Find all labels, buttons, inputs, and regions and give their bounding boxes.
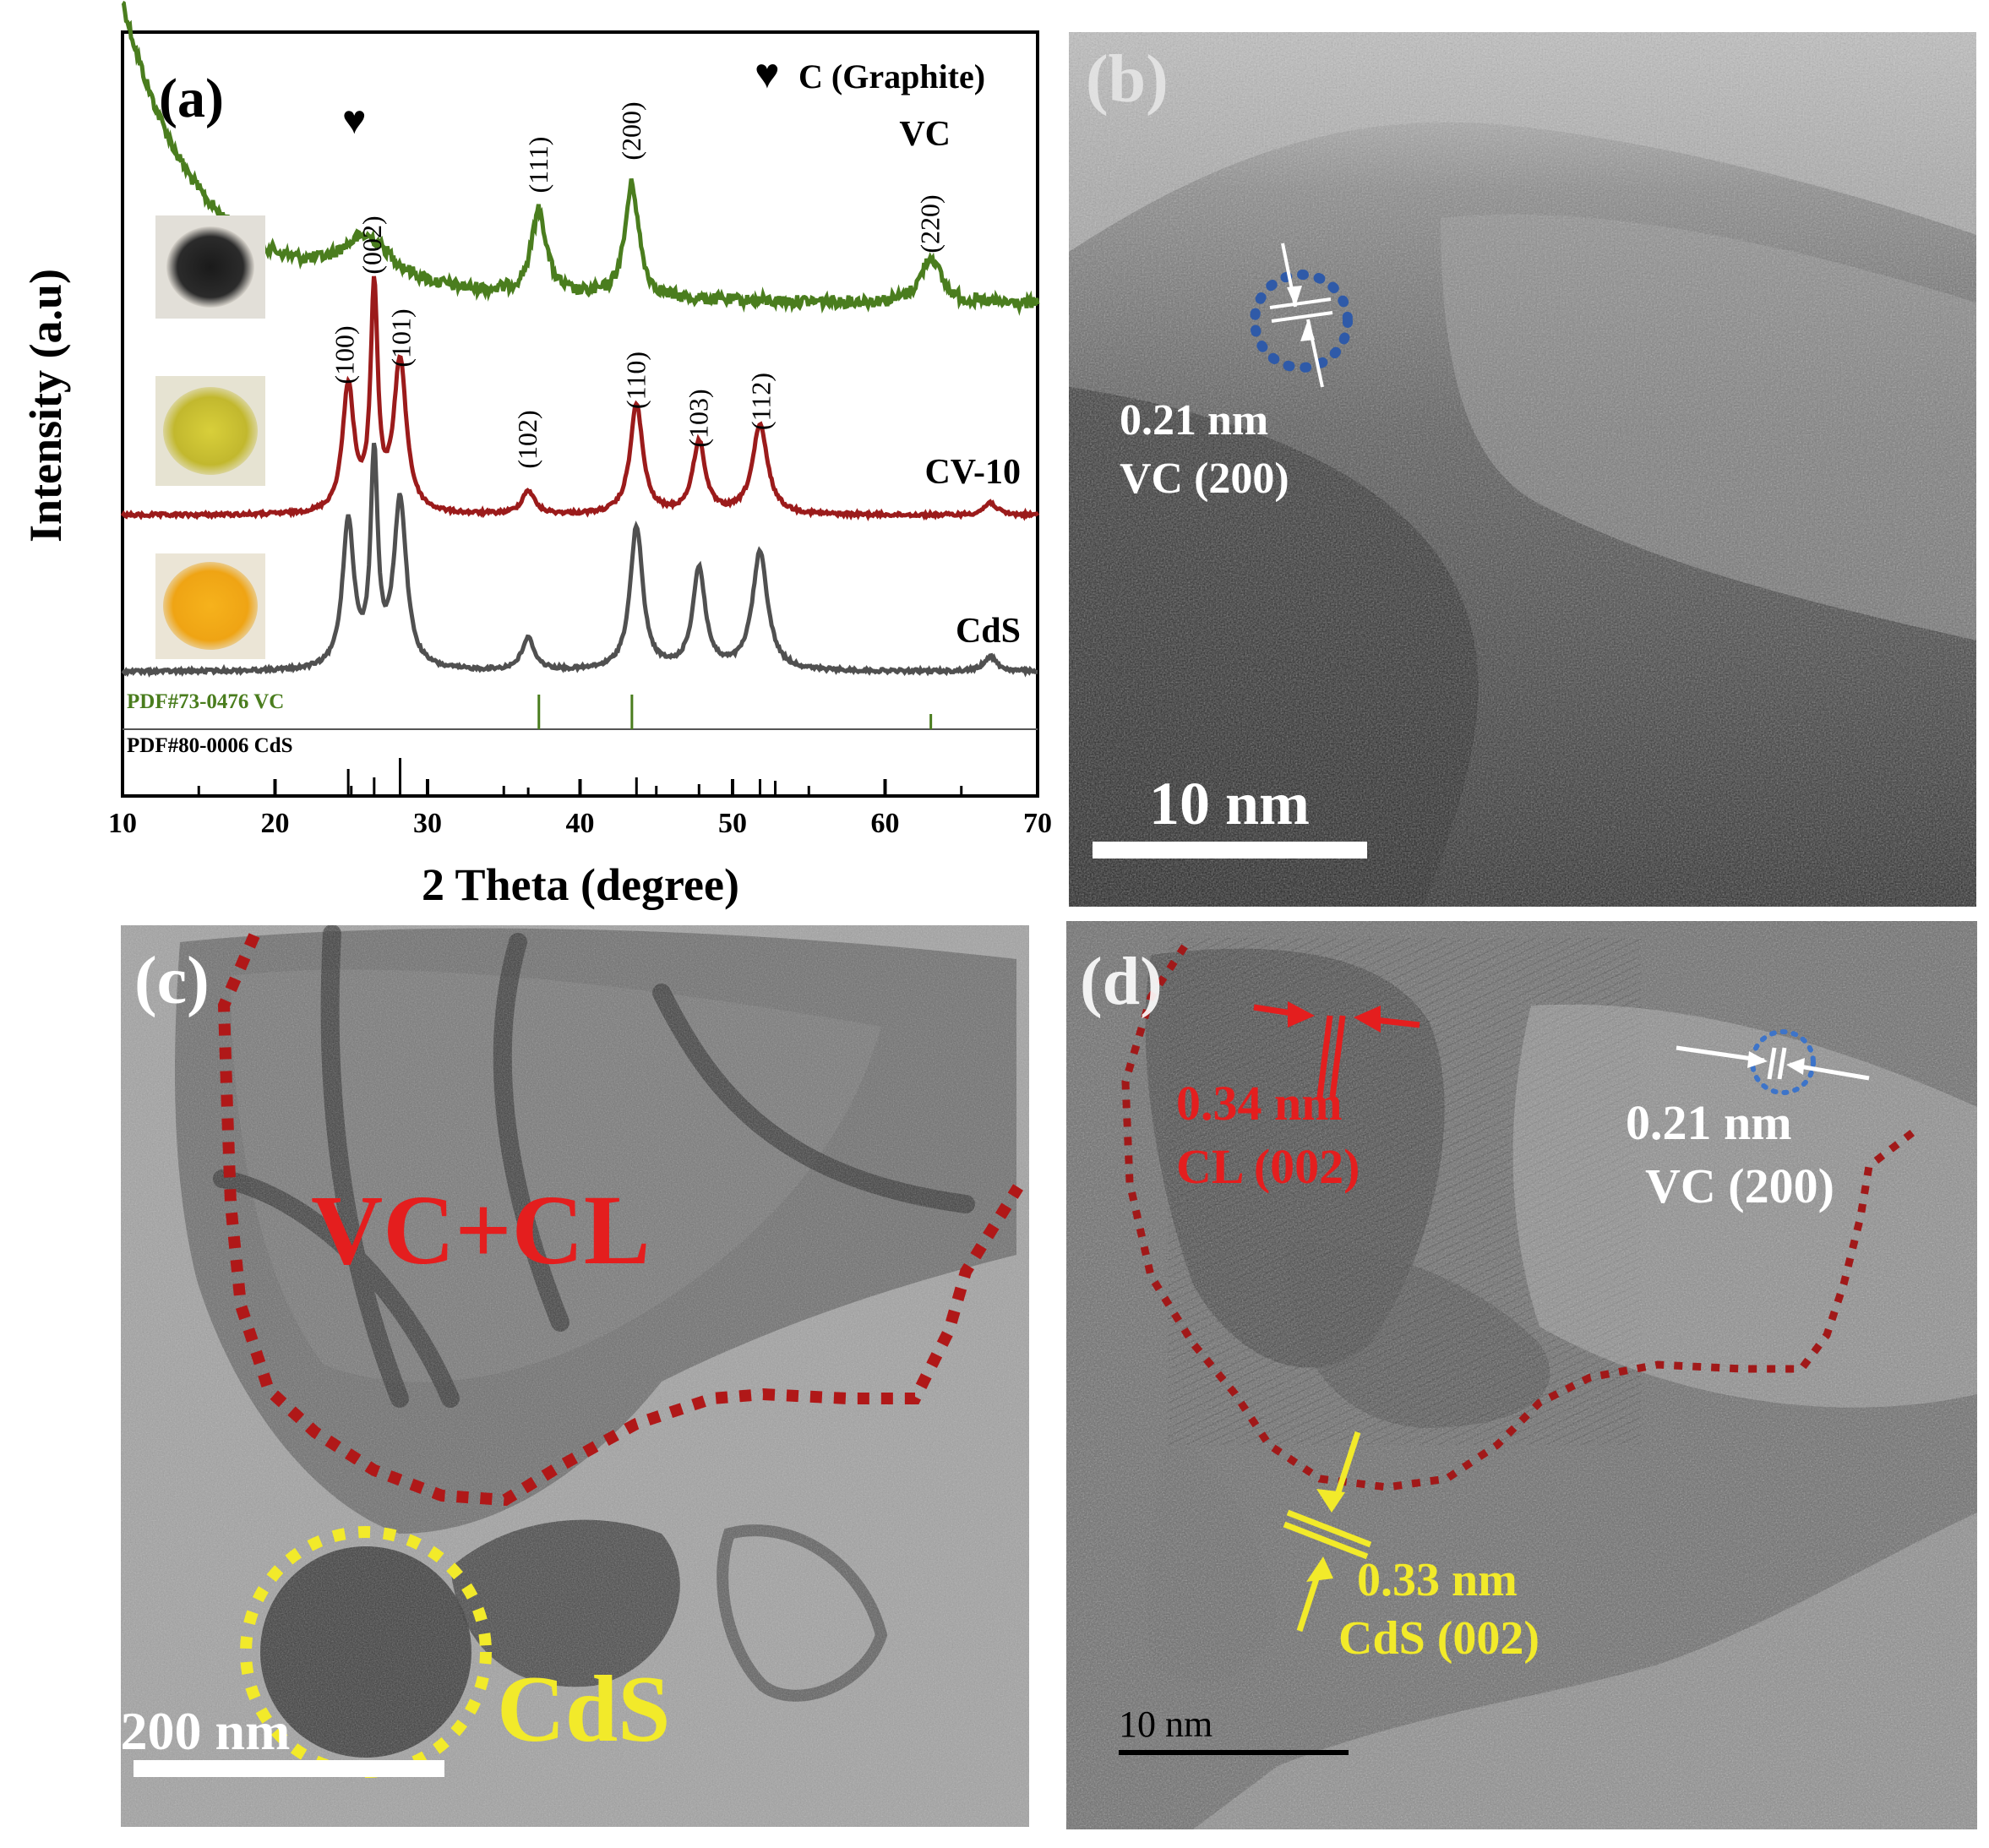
series-label-cds: CdS xyxy=(956,612,1021,651)
cds-powder xyxy=(163,562,258,650)
vc-spacing-value-d: 0.21 nm xyxy=(1626,1095,1792,1150)
peak-label: (102) xyxy=(512,410,542,468)
vc-lattice-circle xyxy=(1250,270,1353,373)
cl-spacing-marker xyxy=(1253,1001,1420,1098)
spacing-value-b: 0.21 nm xyxy=(1120,396,1268,444)
pdf-cds-label: PDF#80-0006 CdS xyxy=(127,734,293,757)
x-ticks: 10 20 30 40 50 60 70 xyxy=(108,779,1052,839)
cds-spacing-value: 0.33 nm xyxy=(1357,1554,1518,1606)
series-line-vc xyxy=(121,0,1040,316)
scale-label-b: 10 nm xyxy=(1149,770,1310,837)
lattice-spacing-marker-b xyxy=(1269,243,1333,388)
series-label-vc: VC xyxy=(899,115,951,154)
cl-spacing-value: 0.34 nm xyxy=(1176,1076,1343,1131)
xrd-panel: 10 20 30 40 50 60 70 (111) (200) (220) (100) (002)… xyxy=(0,0,1056,921)
peak-label: (110) xyxy=(620,352,651,409)
peak-label: (112) xyxy=(745,373,776,430)
xrd-chart: 10 20 30 40 50 60 70 (111) (200) (220) (100) (002)… xyxy=(20,0,1052,910)
peak-label: (103) xyxy=(683,389,713,447)
scale-label-c: 200 nm xyxy=(121,1701,290,1761)
peak-labels: (111) (200) (220) (100) (002) (101) (102) (110)… xyxy=(330,101,945,468)
x-tick-label: 10 xyxy=(108,808,137,839)
vc-cl-region-label: VC+CL xyxy=(311,1175,651,1285)
vc-spacing-plane-d: VC (200) xyxy=(1645,1158,1834,1213)
hrtem-panel-b: (b) 0.21 nm VC (200) 10 nm xyxy=(1069,32,1976,907)
cv10-powder xyxy=(163,387,258,475)
cds-spacing-marker xyxy=(1283,1431,1372,1633)
peak-label: (220) xyxy=(915,194,945,253)
x-tick-label: 50 xyxy=(718,808,747,839)
scale-label-d: 10 nm xyxy=(1119,1704,1212,1745)
cl-boundary xyxy=(1121,944,1915,1491)
scale-bar-c xyxy=(134,1760,444,1777)
vc-powder xyxy=(166,226,254,308)
peak-label: (100) xyxy=(330,325,360,384)
tem-image-c: (c) VC+CL CdS 200 nm xyxy=(121,925,1029,1827)
tem-panel-c: (c) VC+CL CdS 200 nm xyxy=(121,925,1029,1827)
spacing-plane-b: VC (200) xyxy=(1120,455,1289,503)
series-label-cv10: CV-10 xyxy=(924,453,1021,492)
panel-b-label: (b) xyxy=(1086,42,1169,117)
cl-spacing-plane: CL (002) xyxy=(1176,1139,1360,1194)
hrtem-image-b: (b) 0.21 nm VC (200) 10 nm xyxy=(1069,32,1976,907)
x-tick-label: 70 xyxy=(1023,808,1052,839)
xrd-series xyxy=(120,0,1040,678)
vc-spacing-marker-d xyxy=(1676,1045,1870,1081)
scale-bar-d xyxy=(1119,1750,1349,1755)
peak-label: (111) xyxy=(523,137,553,194)
vc-cl-boundary xyxy=(217,933,1023,1507)
peak-label: (002) xyxy=(357,215,387,274)
y-axis-label: Intensity (a.u) xyxy=(20,269,71,542)
hrtem-panel-d: (d) 0.34 nm CL (002) 0.21 nm VC (200) 0.… xyxy=(1066,921,1977,1829)
series-line-cds xyxy=(121,442,1038,678)
panel-c-label: (c) xyxy=(134,944,210,1018)
graphite-peak-heart-icon: ♥ xyxy=(342,98,367,143)
cds-region-label: CdS xyxy=(497,1657,670,1762)
graphite-heart-icon: ♥ xyxy=(755,50,780,97)
vc-spacing-circle-d xyxy=(1750,1029,1816,1095)
graphite-legend: C (Graphite) xyxy=(798,57,985,95)
hrtem-image-d: (d) 0.34 nm CL (002) 0.21 nm VC (200) 0.… xyxy=(1066,921,1977,1829)
peak-label: (101) xyxy=(385,308,416,367)
x-tick-label: 30 xyxy=(413,808,442,839)
x-axis-label: 2 Theta (degree) xyxy=(422,859,739,910)
panel-a-label: (a) xyxy=(159,68,224,129)
peak-label: (200) xyxy=(616,101,646,160)
x-tick-label: 40 xyxy=(566,808,595,839)
pdf-vc-label: PDF#73-0476 VC xyxy=(127,690,284,713)
scale-bar-b xyxy=(1093,842,1367,859)
reference-lines xyxy=(346,695,933,796)
panel-d-label: (d) xyxy=(1080,945,1163,1019)
x-tick-label: 20 xyxy=(261,808,290,839)
cds-spacing-plane: CdS (002) xyxy=(1338,1612,1539,1665)
series-line-cv-10 xyxy=(120,275,1040,522)
x-tick-label: 60 xyxy=(871,808,900,839)
